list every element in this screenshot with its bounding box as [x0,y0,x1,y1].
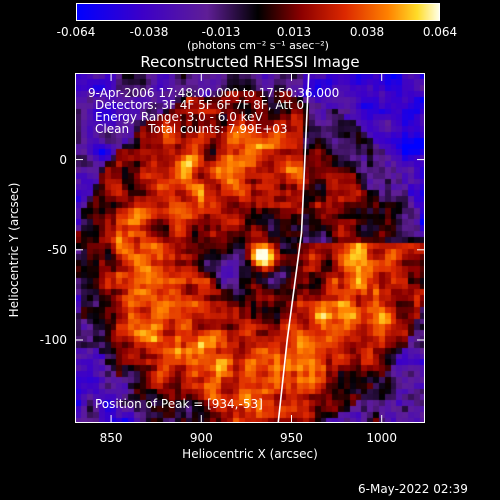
x-axis-label: Heliocentric X (arcsec) [182,447,318,461]
colorbar-tick-label: -0.038 [129,25,169,39]
solar-limb-line [277,74,310,422]
chart-title: Reconstructed RHESSI Image [140,53,360,71]
info-line: 9-Apr-2006 17:48:00.000 to 17:50:36.000 [88,86,340,100]
x-tick-label: 950 [280,431,303,445]
colorbar-tick-label: 0.064 [422,25,458,39]
y-tick-label: 0 [59,152,67,167]
x-tick-label: 1000 [366,431,397,445]
colorbar-tick-label: 0.038 [349,25,385,39]
colorbar-tick-label: -0.013 [201,25,241,39]
footer-timestamp: 6-May-2022 02:39 [358,482,468,496]
colorbar-units-label: (photons cm⁻² s⁻¹ asec⁻²) [187,39,329,52]
info-line: Clean Total counts: 7.99E+03 [95,122,288,136]
colorbar [76,3,440,21]
image-plot: 9-Apr-2006 17:48:00.000 to 17:50:36.000 … [75,73,425,423]
y-axis-label: Heliocentric Y (arcsec) [7,182,21,318]
colorbar-tick-label: -0.064 [56,25,96,39]
colorbar-tick-label: 0.013 [276,25,312,39]
x-tick-label: 850 [99,431,123,445]
peak-position-label: Position of Peak = [934,-53] [95,397,263,411]
x-tick-label: 900 [189,431,213,445]
limb-overlay [277,74,310,422]
heatmap-image [76,74,424,422]
info-line: Detectors: 3F 4F 5F 6F 7F 8F, Att 0 [95,98,305,112]
info-line: Energy Range: 3.0 - 6.0 keV [95,110,263,124]
y-tick-label: -100 [39,333,67,347]
y-tick-label: -50 [47,242,67,257]
